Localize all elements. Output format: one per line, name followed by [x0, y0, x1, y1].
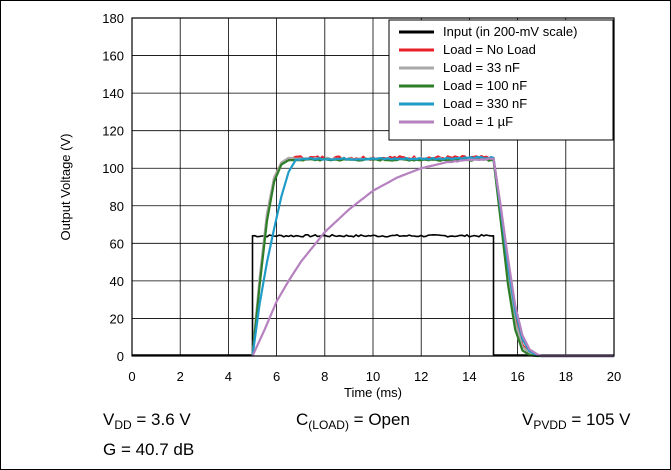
- legend-label: Load = 33 nF: [443, 60, 520, 75]
- legend-box: [388, 19, 614, 141]
- vdd-symbol: V: [103, 410, 115, 429]
- x-axis-label: Time (ms): [344, 385, 402, 400]
- y-tick-label: 40: [110, 274, 124, 289]
- x-tick-label: 12: [414, 369, 428, 384]
- y-tick-label: 20: [110, 311, 124, 326]
- x-tick-label: 4: [225, 369, 232, 384]
- series-line-3: [251, 157, 614, 358]
- vdd-subscript: DD: [114, 418, 132, 432]
- y-tick-label: 80: [110, 199, 124, 214]
- output-voltage-chart: 0 2 4 6 8 10 12 14 16 18 20 0 20 40 60 80 100 120 140 160 18…: [58, 11, 621, 400]
- vdd-condition: VDD = 3.6 V: [103, 410, 191, 432]
- x-tick-label: 16: [510, 369, 524, 384]
- legend: Input (in 200-mV scale) Load = No Load Loa…: [388, 19, 614, 141]
- legend-label: Load = No Load: [443, 42, 536, 57]
- x-tick-label: 6: [273, 369, 280, 384]
- y-tick-label: 140: [102, 86, 124, 101]
- legend-label: Load = 1 µF: [443, 114, 513, 129]
- y-axis-label: Output Voltage (V): [58, 134, 73, 241]
- x-tick-label: 2: [177, 369, 184, 384]
- tick-labels: 0 2 4 6 8 10 12 14 16 18 20 0 20 40 60 80 100 120 140 160 18…: [102, 11, 621, 384]
- series-line-2: [251, 156, 614, 358]
- y-tick-label: 120: [102, 124, 124, 139]
- y-tick-label: 160: [102, 49, 124, 64]
- x-tick-label: 8: [321, 369, 328, 384]
- vpvdd-condition: VPVDD = 105 V: [522, 410, 631, 432]
- legend-label: Load = 100 nF: [443, 78, 527, 93]
- legend-label: Input (in 200-mV scale): [443, 24, 577, 39]
- cload-condition: C(LOAD) = Open: [296, 410, 410, 432]
- legend-label: Load = 330 nF: [443, 96, 527, 111]
- series-line-4: [251, 155, 614, 358]
- vdd-value: = 3.6 V: [131, 410, 191, 429]
- x-tick-label: 18: [559, 369, 573, 384]
- cload-value: = Open: [348, 410, 410, 429]
- vpvdd-symbol: V: [522, 410, 534, 429]
- vpvdd-value: = 105 V: [566, 410, 631, 429]
- gain-condition: G = 40.7 dB: [103, 440, 195, 459]
- vpvdd-subscript: PVDD: [533, 418, 567, 432]
- series-line-5: [251, 157, 614, 358]
- y-tick-label: 60: [110, 236, 124, 251]
- y-tick-label: 0: [117, 349, 124, 364]
- cload-symbol: C: [296, 410, 309, 429]
- x-tick-label: 14: [462, 369, 476, 384]
- x-tick-label: 20: [607, 369, 621, 384]
- x-tick-label: 0: [128, 369, 135, 384]
- y-tick-label: 180: [102, 11, 124, 26]
- cload-subscript: (LOAD): [308, 418, 349, 432]
- x-tick-label: 10: [366, 369, 380, 384]
- plot-frame: [131, 17, 615, 357]
- y-tick-label: 100: [102, 161, 124, 176]
